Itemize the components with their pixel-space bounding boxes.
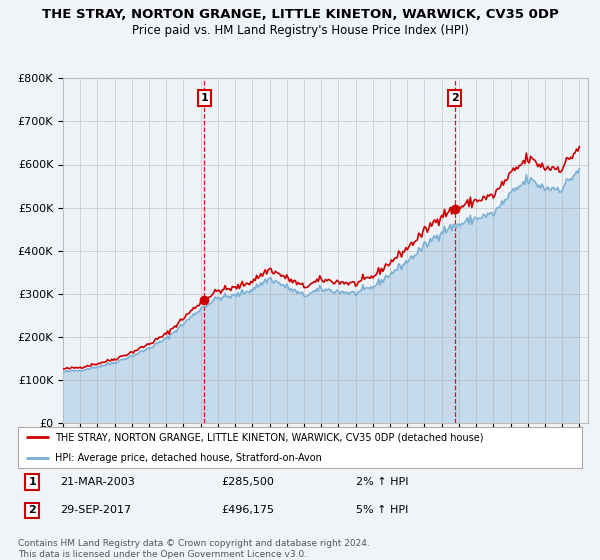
Text: £285,500: £285,500 — [221, 477, 274, 487]
Text: HPI: Average price, detached house, Stratford-on-Avon: HPI: Average price, detached house, Stra… — [55, 452, 322, 463]
Text: £496,175: £496,175 — [221, 505, 274, 515]
Text: Contains HM Land Registry data © Crown copyright and database right 2024.
This d: Contains HM Land Registry data © Crown c… — [18, 539, 370, 559]
Text: Price paid vs. HM Land Registry's House Price Index (HPI): Price paid vs. HM Land Registry's House … — [131, 24, 469, 36]
Text: 1: 1 — [28, 477, 36, 487]
Text: 21-MAR-2003: 21-MAR-2003 — [60, 477, 135, 487]
Text: 5% ↑ HPI: 5% ↑ HPI — [356, 505, 409, 515]
Text: THE STRAY, NORTON GRANGE, LITTLE KINETON, WARWICK, CV35 0DP (detached house): THE STRAY, NORTON GRANGE, LITTLE KINETON… — [55, 432, 483, 442]
Text: 2: 2 — [451, 93, 458, 103]
Text: 2% ↑ HPI: 2% ↑ HPI — [356, 477, 409, 487]
Text: 2: 2 — [28, 505, 36, 515]
Text: 1: 1 — [200, 93, 208, 103]
Text: THE STRAY, NORTON GRANGE, LITTLE KINETON, WARWICK, CV35 0DP: THE STRAY, NORTON GRANGE, LITTLE KINETON… — [41, 8, 559, 21]
Text: 29-SEP-2017: 29-SEP-2017 — [60, 505, 131, 515]
